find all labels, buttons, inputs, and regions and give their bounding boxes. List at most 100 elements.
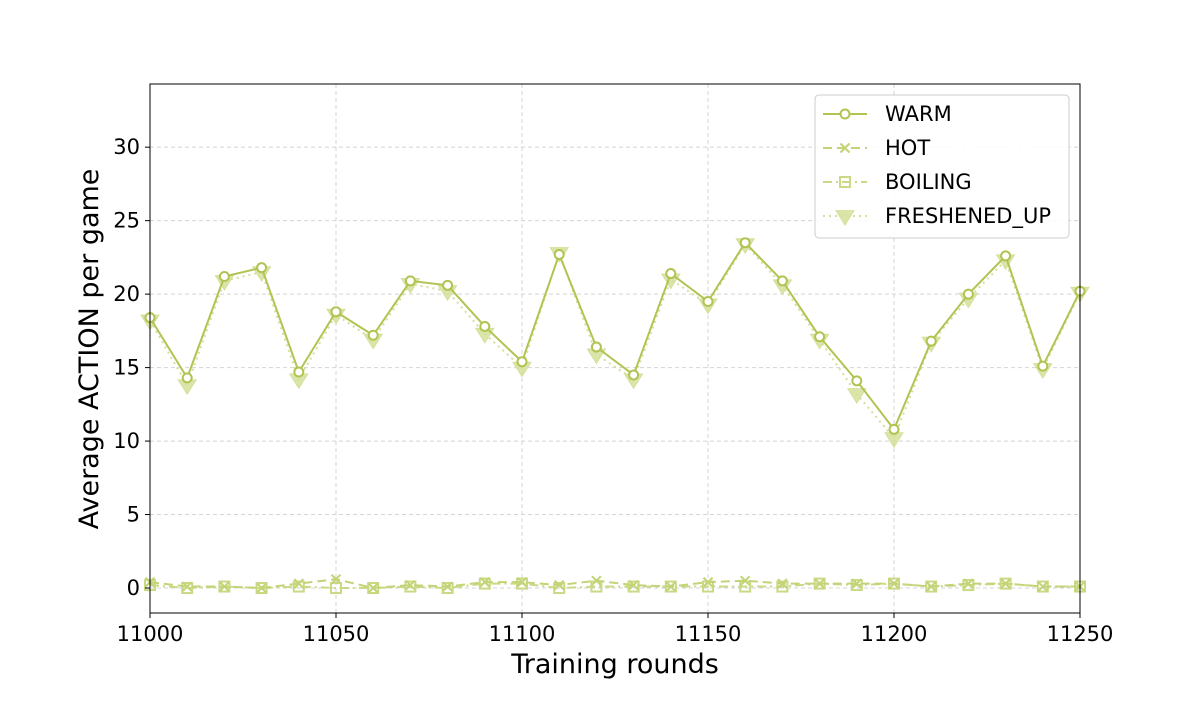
data-point: [888, 423, 900, 435]
y-tick-label: 30: [113, 135, 140, 159]
data-point: [627, 580, 640, 593]
legend-marker: [839, 142, 851, 154]
data-point: [516, 576, 528, 588]
series-line: [149, 582, 1080, 590]
y-tick-label: 5: [127, 503, 140, 527]
data-point: [962, 579, 975, 592]
data-point: [553, 582, 566, 595]
legend-item: HOT: [823, 136, 930, 160]
legend: WARM HOT BOILING FRESHENED_UP: [814, 94, 1070, 239]
x-tick-label: 11000: [117, 622, 184, 646]
data-point: [516, 356, 528, 368]
data-point: [702, 576, 714, 588]
x-tick-label: 11200: [861, 622, 928, 646]
y-axis-ticks: 0 5 10 15 20 25 30: [113, 135, 150, 600]
data-point: [739, 575, 751, 586]
y-tick-label: 0: [127, 576, 140, 600]
data-point: [925, 335, 937, 347]
data-point: [181, 372, 193, 384]
data-point: [219, 581, 230, 592]
x-tick-label: 11250: [1047, 622, 1114, 646]
data-point: [777, 578, 788, 589]
data-point: [739, 237, 751, 249]
data-point: [404, 275, 416, 287]
series-line: [149, 241, 1081, 432]
data-point: [702, 295, 714, 307]
series-line: [149, 578, 1080, 590]
series-line: [149, 242, 1081, 441]
legend-label: HOT: [885, 136, 930, 160]
data-point: [478, 577, 491, 590]
data-point: [963, 578, 974, 589]
legend-label: WARM: [885, 102, 952, 126]
data-point: [256, 262, 268, 274]
y-tick-label: 25: [113, 209, 140, 233]
data-point: [814, 331, 826, 343]
data-point: [330, 582, 342, 595]
data-point: [846, 388, 867, 404]
data-point: [591, 575, 602, 586]
data-point: [442, 581, 453, 592]
data-point: [925, 581, 937, 592]
data-point: [814, 578, 825, 589]
data-point: [441, 582, 454, 595]
data-point: [665, 268, 677, 280]
data-point: [292, 580, 305, 593]
data-point: [218, 270, 230, 282]
x-axis-ticks: 11000 11050 11100 11150 11200 11250: [117, 613, 1114, 646]
data-point: [218, 580, 231, 593]
data-point: [1000, 578, 1011, 589]
y-tick-label: 20: [113, 282, 140, 306]
legend-marker: [839, 176, 851, 188]
data-point: [367, 582, 379, 594]
data-point: [851, 578, 863, 589]
data-point: [590, 341, 602, 353]
series-boiling: [144, 577, 1086, 595]
plot-frame: [149, 83, 1081, 614]
legend-label: BOILING: [885, 170, 972, 194]
data-point: [442, 279, 454, 291]
legend-item: WARM: [823, 102, 952, 126]
data-point: [851, 375, 863, 387]
series-freshened-up: [140, 238, 1090, 449]
data-point: [884, 432, 904, 449]
data-point: [776, 275, 788, 287]
data-point: [256, 582, 267, 594]
data-point: [553, 248, 565, 260]
data-point: [330, 306, 342, 318]
data-point: [962, 288, 974, 300]
data-point: [1000, 250, 1012, 262]
data-point: [330, 573, 342, 585]
y-tick-label: 15: [113, 356, 140, 380]
data-point: [367, 329, 379, 341]
data-point: [1037, 581, 1049, 592]
legend-label: FRESHENED_UP: [885, 204, 1051, 229]
legend-box: [814, 94, 1070, 239]
x-tick-label: 11100: [489, 622, 556, 646]
data-point: [665, 581, 677, 592]
legend-marker: [835, 210, 855, 226]
data-point: [181, 582, 194, 595]
data-point: [404, 580, 417, 593]
legend-item: BOILING: [823, 170, 972, 194]
data-point: [553, 579, 565, 591]
y-axis-label: Average ACTION per game: [74, 169, 105, 530]
legend-item: FRESHENED_UP: [823, 204, 1051, 229]
x-tick-label: 11050: [303, 622, 370, 646]
x-tick-label: 11150: [675, 622, 742, 646]
data-point: [405, 579, 416, 591]
data-point: [293, 366, 305, 378]
data-point: [479, 320, 491, 332]
data-point: [181, 581, 193, 592]
series-layer: [140, 237, 1090, 595]
data-point: [888, 578, 900, 589]
y-tick-label: 10: [113, 429, 140, 453]
data-point: [628, 369, 640, 381]
legend-marker: [839, 108, 851, 120]
data-point: [850, 579, 863, 592]
data-point: [516, 577, 528, 590]
data-point: [1037, 360, 1049, 372]
data-point: [628, 579, 639, 591]
